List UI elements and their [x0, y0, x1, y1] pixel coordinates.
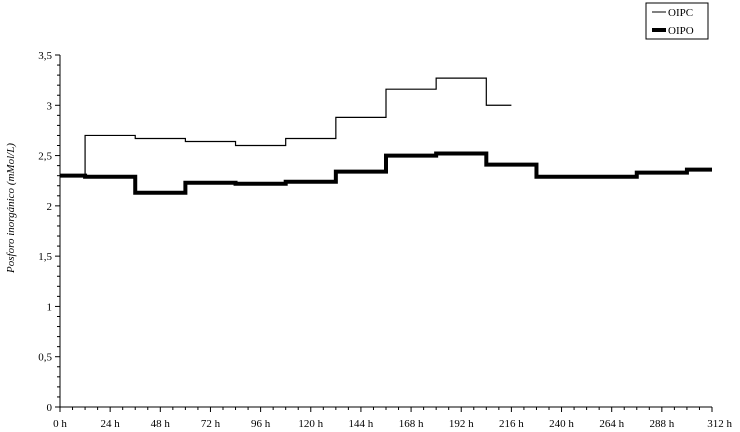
legend: OIPC OIPO — [645, 2, 709, 40]
legend-label-oipc: OIPC — [668, 7, 693, 19]
x-tick-label: 240 h — [549, 418, 574, 430]
y-tick-label: 2,5 — [38, 151, 52, 163]
x-tick-label: 192 h — [449, 418, 474, 430]
legend-label-oipo: OIPO — [668, 25, 694, 37]
y-tick-label: 1,5 — [38, 251, 52, 263]
y-axis-title: Posforo inorgánico (mMol/L) — [5, 143, 17, 274]
series-lines — [60, 77, 712, 195]
y-tick-label: 0 — [47, 402, 53, 414]
x-tick-label: 120 h — [298, 418, 323, 430]
series-line-oipo — [60, 151, 712, 195]
y-tick-label: 0,5 — [38, 352, 52, 364]
legend-box — [645, 2, 709, 40]
x-tick-label: 48 h — [151, 418, 171, 430]
x-tick-label: 24 h — [101, 418, 121, 430]
y-tick-labels: 0 0,5 1 1,5 2 2,5 3 3,5 — [38, 50, 52, 414]
x-tick-label: 264 h — [599, 418, 624, 430]
y-tick-label: 3,5 — [38, 50, 52, 62]
axis-ticks — [55, 54, 713, 412]
y-tick-label: 2 — [47, 201, 53, 213]
x-tick-label: 96 h — [251, 418, 271, 430]
x-tick-label: 216 h — [499, 418, 524, 430]
y-tick-label: 1 — [47, 301, 53, 313]
x-tick-label: 72 h — [201, 418, 221, 430]
x-tick-label: 288 h — [649, 418, 674, 430]
series-line-oipc — [60, 77, 512, 177]
x-tick-label: 312 h — [707, 418, 732, 430]
x-tick-label: 144 h — [349, 418, 374, 430]
x-tick-labels: 0 h 24 h 48 h 72 h 96 h 120 h 144 h 168 h 192 h 2… — [53, 418, 732, 430]
y-tick-label: 3 — [47, 100, 53, 112]
x-tick-label: 168 h — [399, 418, 424, 430]
x-tick-label: 0 h — [53, 418, 67, 430]
